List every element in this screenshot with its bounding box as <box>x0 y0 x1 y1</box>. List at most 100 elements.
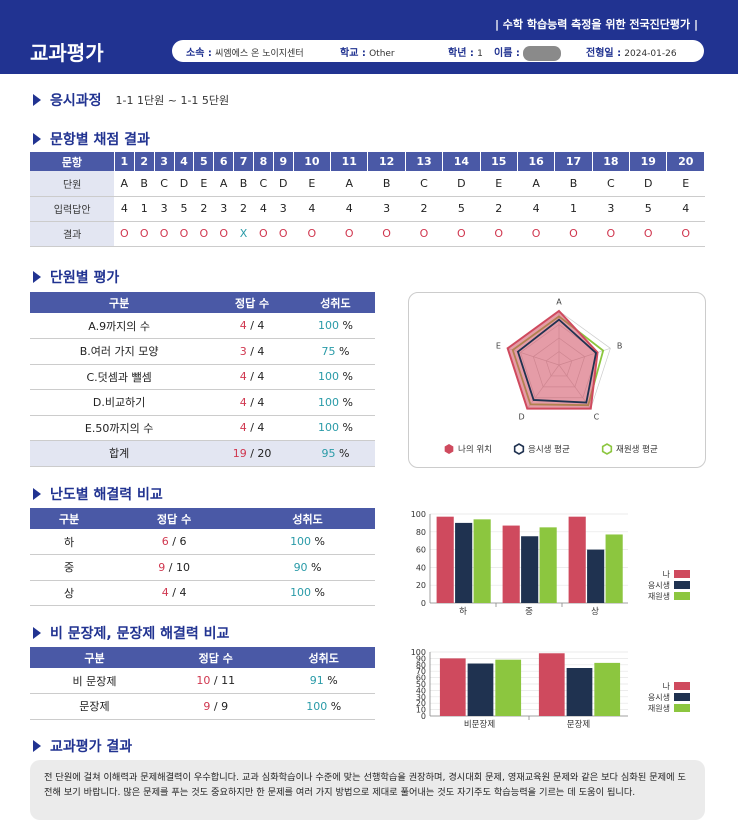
total-value: / 10 <box>165 560 190 574</box>
question-header-cell: 4 <box>174 152 195 171</box>
bar <box>495 659 522 716</box>
table-header-cell: 정답 수 <box>158 647 273 668</box>
question-header-cell: 14 <box>442 152 481 171</box>
row-name: D.비교하기 <box>30 389 209 416</box>
question-cell: O <box>174 221 194 247</box>
percent-sign: % <box>323 674 338 687</box>
y-tick-label: 0 <box>421 599 426 608</box>
x-tick-label: 상 <box>591 606 599 617</box>
radar-legend-label: 재원생 평균 <box>616 444 658 455</box>
percent-sign: % <box>335 446 350 460</box>
section-questions-title: 문항별 채점 결과 <box>50 132 150 148</box>
bar <box>538 653 565 716</box>
section-text-title: 비 문장제, 문장제 해결력 비교 <box>50 626 230 642</box>
header-subtitle: | 수학 학습능력 측정을 위한 전국진단평가 | <box>494 18 698 31</box>
row-name: 상 <box>30 580 109 606</box>
y-tick-label: 40 <box>416 563 426 572</box>
achievement: 100 % <box>295 313 375 339</box>
correct-count: 10 / 11 <box>158 668 273 694</box>
question-cell: X <box>233 221 254 247</box>
question-cell: C <box>405 171 443 197</box>
bar <box>502 525 520 603</box>
percent-sign: % <box>338 395 353 409</box>
question-cell: A <box>213 171 234 197</box>
correct-value: 4 <box>161 586 169 600</box>
y-tick-label: 80 <box>416 528 426 537</box>
y-tick-label: 20 <box>416 581 426 590</box>
total-value: / 4 <box>246 421 265 435</box>
bar <box>473 519 491 603</box>
radar-legend-item: 재원생 평균 <box>601 443 658 455</box>
achievement: 100 % <box>272 693 375 720</box>
y-tick-label: 100 <box>411 510 426 519</box>
question-cell: 1 <box>134 196 155 222</box>
rate-value: 75 <box>321 344 336 358</box>
rate-value: 91 <box>309 674 324 687</box>
question-cell: O <box>293 221 331 247</box>
radar-axis-label: D <box>518 413 524 422</box>
table-header-cell: 정답 수 <box>108 508 241 529</box>
total-value: / 4 <box>246 344 265 358</box>
y-tick-label: 40 <box>416 686 426 695</box>
question-cell: A <box>517 171 555 197</box>
y-tick-label: 0 <box>421 712 426 721</box>
grade-label: 학년 : <box>448 48 474 59</box>
chevron-right-icon <box>33 271 41 283</box>
question-header-cell: 16 <box>517 152 556 171</box>
table-header-cell: 구분 <box>30 292 209 313</box>
percent-sign: % <box>338 370 353 384</box>
row-name: C.덧셈과 뺄셈 <box>30 364 209 390</box>
radar-chart: A B C D E 나의 위치 응시생 평균 재원생 평균 <box>444 297 658 455</box>
row-name: 중 <box>30 554 109 581</box>
table-row: D.비교하기 4 / 4 100 % <box>30 389 375 416</box>
question-cell: O <box>114 221 135 247</box>
question-cell: O <box>442 221 481 247</box>
question-cell: C <box>154 171 174 197</box>
percent-sign: % <box>338 421 353 435</box>
question-cell: 5 <box>629 196 667 222</box>
question-cell: 5 <box>442 196 481 222</box>
total-value: / 11 <box>210 674 236 687</box>
question-header-cell: 19 <box>629 152 668 171</box>
achievement: 100 % <box>295 389 375 416</box>
text-type-table: 구분 정답 수 성취도 비 문장제 10 / 11 91 % 문장제 9 / 9 100 % <box>30 647 375 720</box>
question-cell: C <box>592 171 630 197</box>
question-cell: O <box>405 221 443 247</box>
total-value: / 6 <box>168 535 187 548</box>
bar <box>521 536 539 603</box>
question-cell: 4 <box>330 196 368 222</box>
y-tick-label: 60 <box>416 674 426 683</box>
chevron-right-icon <box>33 94 41 106</box>
correct-count: 4 / 4 <box>208 364 296 390</box>
question-cell: 3 <box>592 196 630 222</box>
section-course-title: 응시과정 <box>50 93 102 109</box>
bar <box>467 663 494 716</box>
legend-swatch <box>674 581 690 589</box>
achievement: 100 % <box>295 415 375 441</box>
chevron-right-icon <box>33 740 41 752</box>
question-header-cell: 8 <box>253 152 274 171</box>
table-header-row: 구분 정답 수 성취도 <box>30 292 375 313</box>
table-header-cell: 성취도 <box>240 508 375 529</box>
difficulty-table: 구분 정답 수 성취도 하 6 / 6 100 % 중 9 / 10 90 % 상 4 / 4 100… <box>30 508 375 606</box>
question-cell: O <box>273 221 294 247</box>
question-cell: O <box>253 221 274 247</box>
chevron-right-icon <box>33 488 41 500</box>
question-header-cell: 문항 <box>30 152 115 171</box>
question-results-table: 문항 1 2 3 4 5 6 7 8 9 10 11 12 13 14 15 16 17 18 19 20 단원 A B C D… <box>30 152 705 247</box>
result-row: 결과 O O O O O O X O O O O O O O O O O O O O <box>30 221 705 247</box>
row-name: 하 <box>30 529 109 555</box>
bar <box>568 516 586 603</box>
radar-axis-label: E <box>496 341 501 350</box>
correct-value: 4 <box>239 395 247 409</box>
radar-axis-label: A <box>556 297 562 306</box>
correct-count: 6 / 6 <box>108 529 241 555</box>
legend-swatch <box>674 704 690 712</box>
question-cell: O <box>554 221 593 247</box>
question-cell: O <box>154 221 174 247</box>
correct-count: 4 / 4 <box>208 415 296 441</box>
legend-label: 나 <box>663 682 671 691</box>
radar-legend-item: 응시생 평균 <box>513 443 570 455</box>
